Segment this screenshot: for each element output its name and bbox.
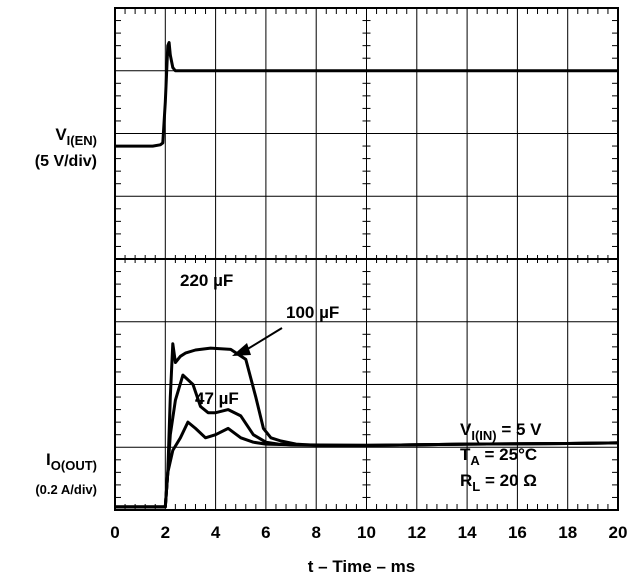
y-axis-scale-current: (0.2 A/div) bbox=[35, 482, 97, 497]
condition-text: TA = 25°C bbox=[460, 445, 537, 468]
y-axis-label-current: IO(OUT) bbox=[46, 450, 97, 473]
x-tick-label: 8 bbox=[311, 523, 320, 542]
x-tick-label: 6 bbox=[261, 523, 270, 542]
x-tick-label: 10 bbox=[357, 523, 376, 542]
annotation-arrowhead bbox=[232, 343, 251, 356]
condition-text: VI(IN) = 5 V bbox=[460, 420, 542, 443]
labels: 0 2 4 6 8 10 12 14 16 18 20 t – Time – ms VI(EN) (5 V… bbox=[35, 125, 628, 576]
series-label: 47 µF bbox=[195, 389, 239, 408]
trace-47f bbox=[115, 420, 619, 509]
x-tick-label: 18 bbox=[558, 523, 577, 542]
x-tick-label: 20 bbox=[609, 523, 628, 542]
grid bbox=[115, 8, 618, 510]
series-label: 100 µF bbox=[286, 303, 339, 322]
x-tick-label: 12 bbox=[407, 523, 426, 542]
x-tick-label: 0 bbox=[110, 523, 119, 542]
x-tick-label: 16 bbox=[508, 523, 527, 542]
plot-frame bbox=[114, 7, 619, 511]
y-axis-label-enable: VI(EN) bbox=[55, 125, 97, 148]
x-tick-label: 2 bbox=[161, 523, 170, 542]
x-tick-label: 4 bbox=[211, 523, 221, 542]
annotation-arrow-line bbox=[245, 327, 283, 351]
x-axis-label: t – Time – ms bbox=[308, 557, 415, 576]
trace-enable bbox=[115, 41, 618, 148]
condition-text: RL = 20 Ω bbox=[460, 471, 537, 494]
series-label: 220 µF bbox=[180, 271, 233, 290]
y-axis-scale-enable: (5 V/div) bbox=[35, 153, 97, 170]
x-tick-label: 14 bbox=[458, 523, 477, 542]
